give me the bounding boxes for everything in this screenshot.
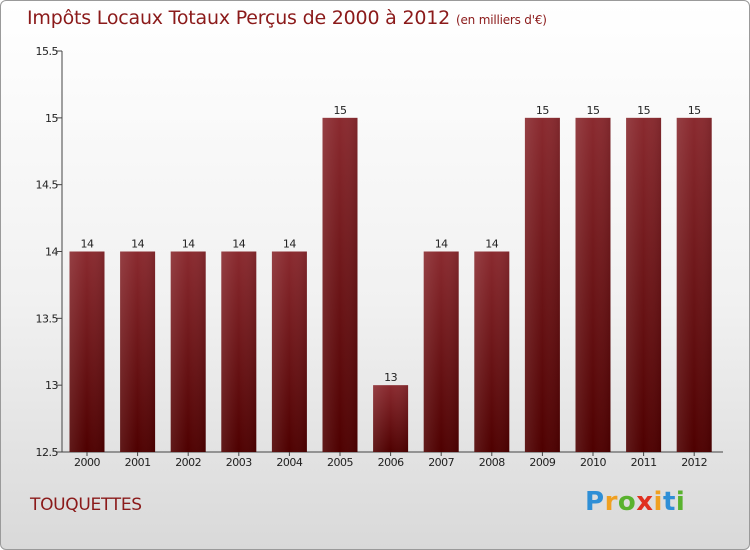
chart-title-unit: (en milliers d'€) bbox=[456, 13, 547, 27]
x-tick-label: 2005 bbox=[327, 456, 353, 469]
x-tick-label: 2006 bbox=[378, 456, 404, 469]
data-label: 14 bbox=[81, 238, 94, 251]
bar-shine-2009 bbox=[524, 117, 560, 452]
bar-shine-2008 bbox=[474, 251, 510, 452]
x-tick-label: 2002 bbox=[175, 456, 201, 469]
x-tick-label: 2010 bbox=[580, 456, 606, 469]
data-label: 14 bbox=[435, 238, 448, 251]
bar-shine-2007 bbox=[423, 251, 459, 452]
bar-shine-2003 bbox=[221, 251, 257, 452]
chart-title-text: Impôts Locaux Totaux Perçus de 2000 à 20… bbox=[27, 7, 451, 29]
bar-shine-2005 bbox=[322, 117, 358, 452]
data-label: 15 bbox=[334, 104, 347, 117]
bars bbox=[69, 117, 712, 452]
x-tick-label: 2011 bbox=[631, 456, 657, 469]
y-tick-label: 15 bbox=[45, 112, 58, 125]
x-tick-label: 2012 bbox=[681, 456, 707, 469]
bar-shine-2012 bbox=[676, 117, 712, 452]
proxiti-logo: Proxiti bbox=[585, 487, 686, 517]
x-tick-label: 2001 bbox=[125, 456, 151, 469]
y-tick-label: 13 bbox=[45, 379, 58, 392]
y-tick-label: 13.5 bbox=[36, 312, 59, 325]
y-tick-label: 14.5 bbox=[36, 179, 59, 192]
y-tick-label: 12.5 bbox=[36, 446, 59, 459]
x-tick-label: 2004 bbox=[276, 456, 302, 469]
bar-shine-2011 bbox=[626, 117, 662, 452]
data-label: 15 bbox=[587, 104, 600, 117]
x-tick-label: 2008 bbox=[479, 456, 505, 469]
y-tick-label: 14 bbox=[45, 246, 58, 259]
x-tick-label: 2000 bbox=[74, 456, 100, 469]
data-label: 15 bbox=[688, 104, 701, 117]
chart-title: Impôts Locaux Totaux Perçus de 2000 à 20… bbox=[27, 7, 547, 29]
x-tick-label: 2007 bbox=[428, 456, 454, 469]
data-label: 14 bbox=[182, 238, 195, 251]
data-label: 13 bbox=[384, 371, 397, 384]
bar-shine-2000 bbox=[69, 251, 105, 452]
data-labels: 2000 14 2001 14 2002 14 2003 14 2004 14 2005 15 2006… bbox=[74, 104, 708, 469]
data-label: 14 bbox=[485, 238, 498, 251]
bar-shine-2006 bbox=[373, 385, 409, 452]
x-tick-label: 2009 bbox=[529, 456, 555, 469]
data-label: 14 bbox=[232, 238, 245, 251]
commune-name: TOUQUETTES bbox=[30, 495, 142, 515]
data-label: 14 bbox=[283, 238, 296, 251]
data-label: 15 bbox=[637, 104, 650, 117]
bar-shine-2004 bbox=[271, 251, 307, 452]
bar-shine-2010 bbox=[575, 117, 611, 452]
data-label: 15 bbox=[536, 104, 549, 117]
data-label: 14 bbox=[131, 238, 144, 251]
bar-shine-2002 bbox=[170, 251, 206, 452]
y-tick-label: 15.5 bbox=[36, 45, 59, 58]
bar-shine-2001 bbox=[120, 251, 156, 452]
x-tick-label: 2003 bbox=[226, 456, 252, 469]
